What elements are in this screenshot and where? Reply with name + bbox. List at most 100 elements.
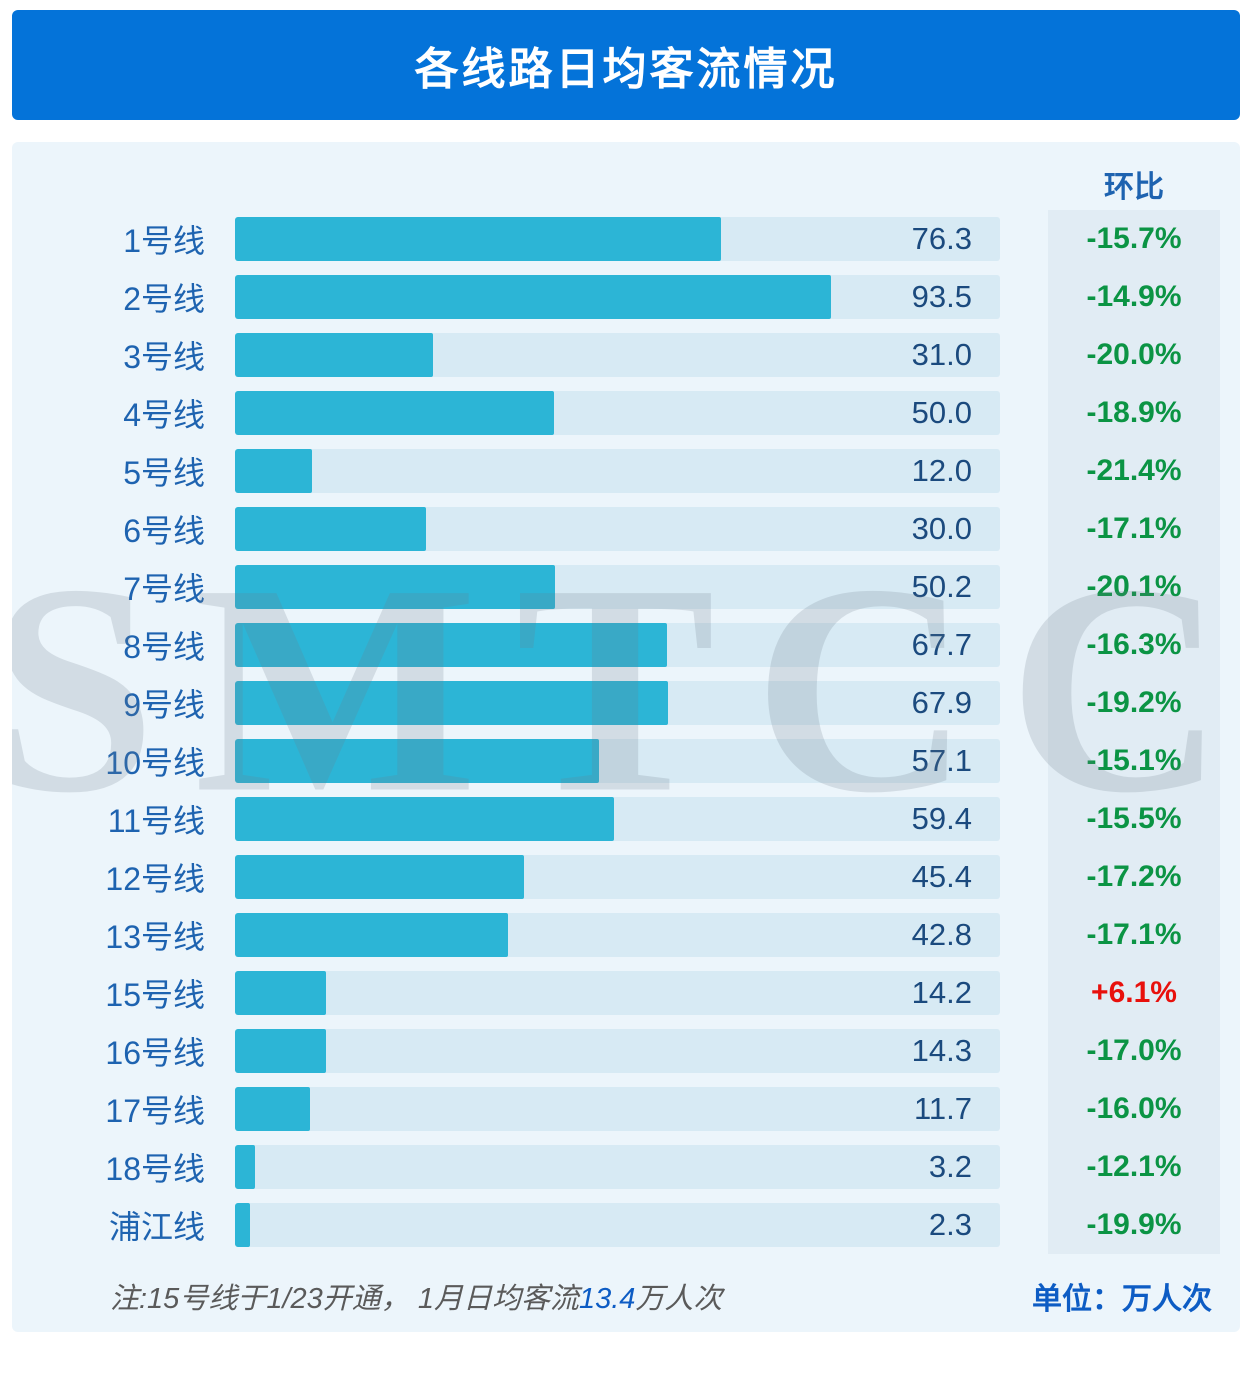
- footnote-suffix: 万人次: [635, 1283, 723, 1315]
- bar-track: 11.7: [235, 1087, 1000, 1131]
- change-cell: -18.9%: [1048, 384, 1220, 442]
- bar-fill: [235, 507, 427, 551]
- title-bar: 各线路日均客流情况: [12, 10, 1240, 120]
- line-label: 9号线: [123, 687, 205, 723]
- bar-value: 11.7: [913, 1091, 972, 1126]
- line-label: 7号线: [123, 571, 205, 607]
- line-label: 13号线: [105, 919, 205, 955]
- change-cell: -20.1%: [1048, 558, 1220, 616]
- chart-row: 6号线 30.0 -17.1%: [30, 500, 1220, 558]
- chart-row: 9号线 67.9 -19.2%: [30, 674, 1220, 732]
- change-cell: -14.9%: [1048, 268, 1220, 326]
- bar-fill: [235, 275, 832, 319]
- bar-track: 50.0: [235, 391, 1000, 435]
- bar-track: 93.5: [235, 275, 1000, 319]
- bar-value: 76.3: [911, 221, 972, 256]
- bar-value: 67.9: [911, 685, 972, 720]
- chart-row: 15号线 14.2 +6.1%: [30, 964, 1220, 1022]
- bar-fill: [235, 739, 599, 783]
- line-label: 10号线: [105, 745, 205, 781]
- bar-value: 12.0: [911, 453, 972, 488]
- bar-fill: [235, 217, 722, 261]
- bar-fill: [235, 855, 525, 899]
- chart-row: 浦江线 2.3 -19.9%: [30, 1196, 1220, 1254]
- chart-panel: 环比 1号线 76.3 -15.7% 2号线 93.5 -14.9% 3号线 3…: [12, 142, 1240, 1332]
- change-cell: -17.2%: [1048, 848, 1220, 906]
- line-label: 11号线: [107, 803, 205, 839]
- bar-track: 57.1: [235, 739, 1000, 783]
- bar-track: 42.8: [235, 913, 1000, 957]
- bar-track: 30.0: [235, 507, 1000, 551]
- line-label: 4号线: [123, 397, 205, 433]
- chart-row: 3号线 31.0 -20.0%: [30, 326, 1220, 384]
- change-cell: -19.9%: [1048, 1196, 1220, 1254]
- bar-track: 3.2: [235, 1145, 1000, 1189]
- change-value: -17.2%: [1086, 860, 1182, 893]
- footer-row: 注:15号线于1/23开通， 1月日均客流13.4万人次 单位：万人次: [30, 1274, 1220, 1318]
- bar-value: 50.2: [911, 569, 972, 604]
- bar-fill: [235, 1087, 310, 1131]
- chart-row: 12号线 45.4 -17.2%: [30, 848, 1220, 906]
- bar-value: 14.2: [911, 975, 972, 1010]
- bar-track: 31.0: [235, 333, 1000, 377]
- line-label: 18号线: [105, 1151, 205, 1187]
- line-label: 8号线: [123, 629, 205, 665]
- bar-track: 14.2: [235, 971, 1000, 1015]
- chart-row: 8号线 67.7 -16.3%: [30, 616, 1220, 674]
- line-label: 浦江线: [108, 1209, 205, 1245]
- chart-row: 17号线 11.7 -16.0%: [30, 1080, 1220, 1138]
- change-value: -15.5%: [1086, 802, 1182, 835]
- chart-row: 13号线 42.8 -17.1%: [30, 906, 1220, 964]
- footnote: 注:15号线于1/23开通， 1月日均客流13.4万人次: [110, 1275, 722, 1317]
- change-cell: -17.0%: [1048, 1022, 1220, 1080]
- change-value: -16.0%: [1086, 1092, 1182, 1125]
- line-label: 2号线: [123, 281, 205, 317]
- bar-fill: [235, 1203, 250, 1247]
- bar-fill: [235, 913, 508, 957]
- chart-row: 5号线 12.0 -21.4%: [30, 442, 1220, 500]
- bar-fill: [235, 623, 667, 667]
- change-value: -19.2%: [1086, 686, 1182, 719]
- bar-track: 12.0: [235, 449, 1000, 493]
- change-cell: -17.1%: [1048, 906, 1220, 964]
- chart-row: 16号线 14.3 -17.0%: [30, 1022, 1220, 1080]
- line-label: 5号线: [123, 455, 205, 491]
- bar-value: 2.3: [928, 1207, 972, 1242]
- bar-value: 45.4: [911, 859, 972, 894]
- bar-value: 14.3: [911, 1033, 972, 1068]
- line-label: 17号线: [105, 1093, 205, 1129]
- footnote-text: 注:15号线于1/23开通， 1月日均客流: [110, 1283, 579, 1315]
- chart-row: 4号线 50.0 -18.9%: [30, 384, 1220, 442]
- change-value: -14.9%: [1086, 280, 1182, 313]
- bar-fill: [235, 449, 312, 493]
- change-value: -18.9%: [1086, 396, 1182, 429]
- footnote-number: 13.4: [578, 1283, 636, 1315]
- change-value: -17.1%: [1086, 512, 1182, 545]
- line-label: 15号线: [105, 977, 205, 1013]
- bar-fill: [235, 1029, 327, 1073]
- bar-value: 3.2: [928, 1149, 972, 1184]
- chart-row: 11号线 59.4 -15.5%: [30, 790, 1220, 848]
- change-value: -19.9%: [1086, 1208, 1182, 1241]
- line-label: 6号线: [123, 513, 205, 549]
- bar-fill: [235, 391, 554, 435]
- change-value: -17.1%: [1086, 918, 1182, 951]
- change-cell: -19.2%: [1048, 674, 1220, 732]
- change-cell: -17.1%: [1048, 500, 1220, 558]
- bar-track: 76.3: [235, 217, 1000, 261]
- bar-value: 57.1: [911, 743, 972, 778]
- change-value: -15.1%: [1086, 744, 1182, 777]
- chart-rows: 1号线 76.3 -15.7% 2号线 93.5 -14.9% 3号线 31.0…: [30, 210, 1220, 1254]
- bar-track: 45.4: [235, 855, 1000, 899]
- column-header-row: 环比: [30, 158, 1220, 210]
- unit-label: 单位：万人次: [1032, 1283, 1212, 1316]
- change-value: -17.0%: [1086, 1034, 1182, 1067]
- bar-track: 2.3: [235, 1203, 1000, 1247]
- change-cell: -16.3%: [1048, 616, 1220, 674]
- change-cell: -16.0%: [1048, 1080, 1220, 1138]
- change-cell: -20.0%: [1048, 326, 1220, 384]
- change-value: -21.4%: [1086, 454, 1182, 487]
- chart-row: 18号线 3.2 -12.1%: [30, 1138, 1220, 1196]
- change-value: -15.7%: [1086, 222, 1182, 255]
